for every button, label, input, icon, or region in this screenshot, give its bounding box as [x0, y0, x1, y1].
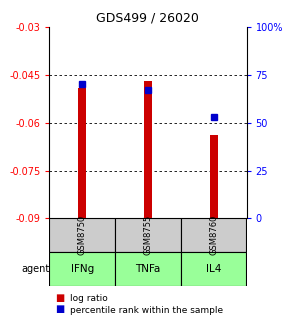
- Text: percentile rank within the sample: percentile rank within the sample: [70, 306, 223, 315]
- Bar: [181, 218, 246, 252]
- Bar: [210, 135, 218, 218]
- Text: GSM8760: GSM8760: [209, 215, 218, 255]
- Text: GSM8750: GSM8750: [78, 215, 87, 255]
- Bar: [144, 81, 152, 218]
- Text: TNFa: TNFa: [135, 264, 161, 274]
- Text: ■: ■: [55, 293, 64, 303]
- Bar: [115, 218, 181, 252]
- Title: GDS499 / 26020: GDS499 / 26020: [97, 11, 199, 24]
- Bar: [49, 252, 115, 286]
- Text: IL4: IL4: [206, 264, 221, 274]
- Text: IFNg: IFNg: [70, 264, 94, 274]
- Bar: [181, 252, 246, 286]
- Bar: [78, 88, 86, 218]
- Text: log ratio: log ratio: [70, 294, 107, 303]
- Text: GSM8755: GSM8755: [143, 215, 153, 255]
- Text: agent: agent: [21, 264, 49, 274]
- Bar: [49, 218, 115, 252]
- Bar: [115, 252, 181, 286]
- Text: ■: ■: [55, 304, 64, 314]
